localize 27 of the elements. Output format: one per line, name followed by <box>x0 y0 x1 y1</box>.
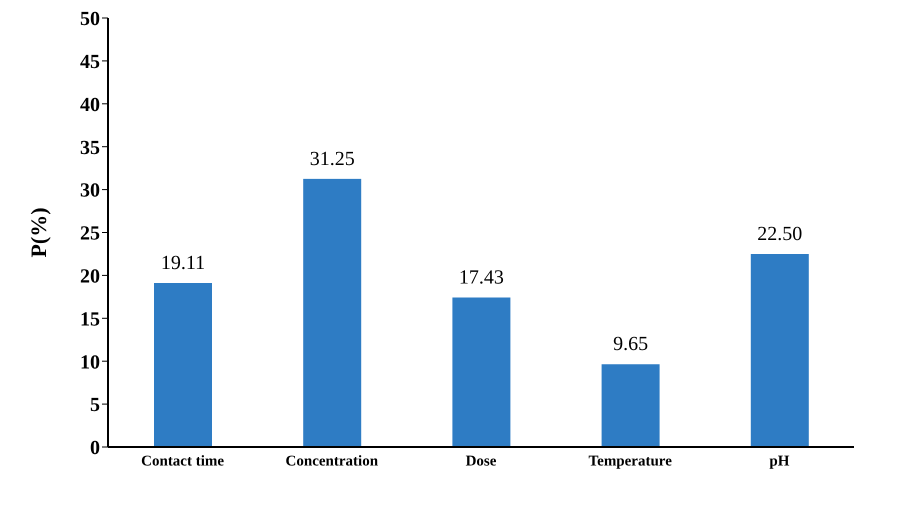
data-label: 22.50 <box>757 222 802 245</box>
y-tick-label: 0 <box>90 437 100 460</box>
y-tick-label: 5 <box>90 394 100 416</box>
x-tick-label: Concentration <box>286 454 379 470</box>
x-tick-label: Temperature <box>588 454 672 470</box>
y-tick-label: 15 <box>80 308 100 330</box>
y-tick-label: 10 <box>80 351 100 374</box>
y-tick-label: 45 <box>80 51 100 73</box>
y-tick-label: 40 <box>80 94 100 116</box>
data-label: 31.25 <box>310 148 355 170</box>
bar <box>154 283 212 447</box>
y-axis-title: P(%) <box>26 207 51 258</box>
y-tick-label: 50 <box>80 8 100 30</box>
data-label: 17.43 <box>458 266 504 288</box>
x-tick-label: pH <box>769 454 790 470</box>
y-tick-label: 30 <box>80 180 100 202</box>
y-tick-label: 25 <box>80 222 100 245</box>
bar <box>452 297 510 447</box>
bar <box>750 254 809 447</box>
x-tick-label: Contact time <box>141 454 224 470</box>
y-tick-label: 35 <box>80 136 100 159</box>
bar <box>602 364 660 447</box>
bar <box>303 178 362 447</box>
y-tick-label: 20 <box>80 266 100 288</box>
data-label: 9.65 <box>613 333 648 356</box>
data-label: 19.11 <box>160 252 206 274</box>
x-tick-label: Dose <box>466 454 497 470</box>
